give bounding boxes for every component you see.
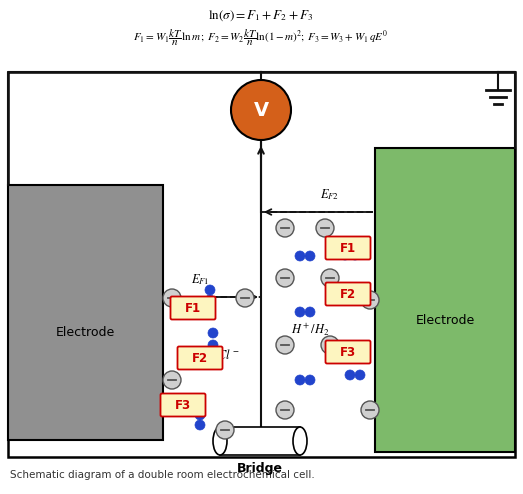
Circle shape — [208, 340, 218, 350]
Text: F2: F2 — [192, 352, 208, 365]
Circle shape — [305, 307, 315, 317]
Text: $E_{F2}$: $E_{F2}$ — [321, 187, 339, 202]
Circle shape — [321, 269, 339, 287]
Bar — [375, 148, 515, 452]
Circle shape — [236, 289, 254, 307]
Circle shape — [276, 219, 294, 237]
Circle shape — [361, 291, 379, 309]
Circle shape — [295, 375, 305, 385]
Circle shape — [208, 328, 218, 338]
Bar — [220, 427, 300, 455]
FancyBboxPatch shape — [325, 340, 370, 364]
Text: Electrode: Electrode — [415, 314, 475, 327]
Circle shape — [276, 269, 294, 287]
Circle shape — [295, 251, 305, 261]
Circle shape — [163, 289, 181, 307]
Circle shape — [305, 251, 315, 261]
Circle shape — [205, 295, 215, 305]
Text: Electrode: Electrode — [56, 326, 115, 339]
Text: F3: F3 — [175, 399, 191, 412]
Circle shape — [316, 219, 334, 237]
Circle shape — [361, 401, 379, 419]
Circle shape — [355, 370, 365, 380]
FancyBboxPatch shape — [325, 237, 370, 259]
Text: F1: F1 — [340, 242, 356, 254]
Circle shape — [345, 370, 355, 380]
Text: F1: F1 — [185, 301, 201, 315]
Text: F3: F3 — [340, 345, 356, 359]
Circle shape — [295, 307, 305, 317]
FancyBboxPatch shape — [177, 346, 222, 370]
Text: $Cl_2/Cl^-$: $Cl_2/Cl^-$ — [197, 347, 239, 363]
Circle shape — [276, 336, 294, 354]
Circle shape — [205, 285, 215, 295]
Bar — [8, 185, 163, 440]
Text: $E_{F1}$: $E_{F1}$ — [191, 272, 209, 287]
Ellipse shape — [213, 427, 227, 455]
Text: Schematic diagram of a double room electrochemical cell.: Schematic diagram of a double room elect… — [10, 470, 315, 480]
Circle shape — [305, 375, 315, 385]
Circle shape — [195, 420, 205, 430]
FancyBboxPatch shape — [325, 283, 370, 305]
Text: F2: F2 — [340, 288, 356, 300]
Circle shape — [231, 80, 291, 140]
Circle shape — [216, 421, 234, 439]
Text: Bridge: Bridge — [237, 462, 283, 475]
Bar — [8, 72, 515, 457]
Circle shape — [321, 336, 339, 354]
Text: V: V — [254, 100, 269, 120]
Circle shape — [195, 410, 205, 420]
Ellipse shape — [293, 427, 307, 455]
FancyBboxPatch shape — [170, 296, 215, 320]
Text: $H^+/H_2$: $H^+/H_2$ — [291, 322, 329, 338]
Text: $F_1 = W_1\dfrac{kT}{n}\mathrm{ln}\,m\,;\;F_2 = W_2\dfrac{kT}{n}\mathrm{ln}(1-m): $F_1 = W_1\dfrac{kT}{n}\mathrm{ln}\,m\,;… — [133, 28, 389, 48]
Circle shape — [340, 250, 350, 260]
Circle shape — [350, 250, 360, 260]
Text: $\mathrm{ln}(\sigma) = F_1 + F_2 + F_3$: $\mathrm{ln}(\sigma) = F_1 + F_2 + F_3$ — [208, 8, 314, 23]
Circle shape — [163, 371, 181, 389]
Circle shape — [276, 401, 294, 419]
FancyBboxPatch shape — [161, 394, 206, 416]
